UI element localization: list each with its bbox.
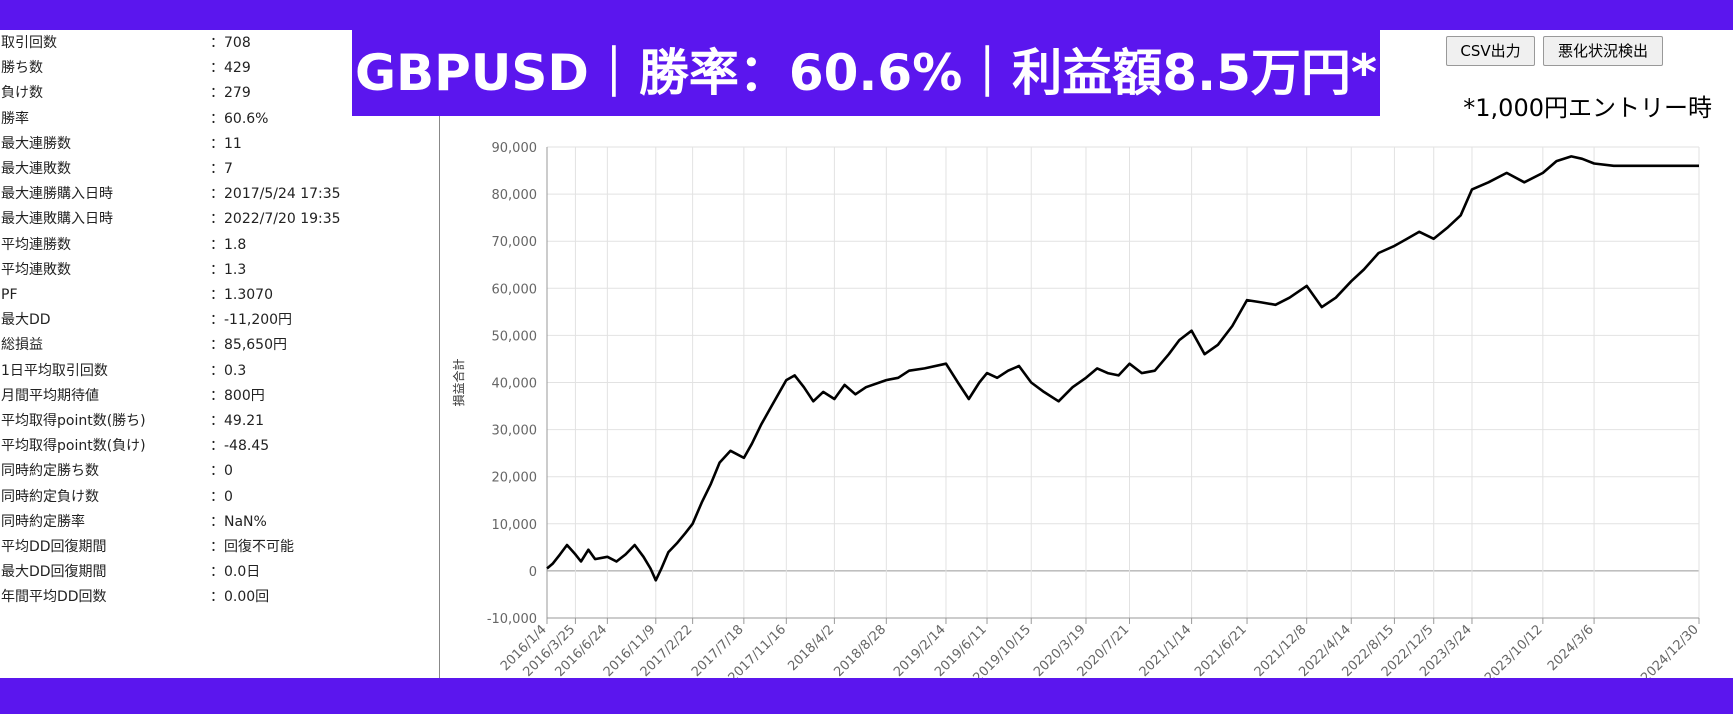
stat-row: PF ：1.3070 [0,284,430,306]
stat-value: ：0.00回 [210,589,270,606]
y-tick-label: 80,000 [492,188,538,203]
stat-row: 同時約定勝率 ：NaN% [0,511,430,533]
stat-value: ：85,650円 [210,337,287,354]
x-tick-label: 2021/6/21 [1192,622,1250,678]
stat-row: 平均連敗数 ：1.3 [0,259,430,281]
stat-row: 同時約定負け数 ：0 [0,486,430,508]
stat-value: ：1.3 [210,261,247,278]
stat-label: 平均取得point数(負け) [1,438,146,455]
stat-value: ：49.21 [210,413,265,429]
stat-label: PF [1,287,18,303]
stat-row: 最大連勝購入日時 ：2017/5/24 17:35 [0,183,430,205]
x-tick-label: 2024/12/30 [1638,622,1702,678]
stat-row: 勝率 ：60.6% [0,108,430,130]
y-tick-label: 30,000 [492,424,538,439]
x-tick-label: 2021/1/14 [1137,622,1195,678]
stat-label: 勝ち数 [1,60,43,77]
csv-export-button[interactable]: CSV出力 [1446,36,1535,66]
title-banner: GBPUSD｜勝率：60.6%｜利益額8.5万円* [352,30,1380,116]
stat-value: ：0.3 [210,362,247,379]
stat-value: ：0 [210,488,233,505]
stat-value: ：1.3070 [210,287,273,303]
stat-label: 年間平均DD回数 [1,589,107,606]
stat-label: 平均連勝数 [1,236,71,253]
stat-value: ：0.0日 [210,564,261,581]
stat-row: 最大DD回復期間 ：0.0日 [0,561,430,583]
stat-value: ：-48.45 [210,438,270,455]
stat-label: 平均取得point数(勝ち) [1,413,146,429]
equity-curve-chart: -10,000 0 10,000 20,000 30,000 40,000 50,000 60… [451,141,1702,678]
equity-line [546,155,1699,582]
stat-value: ：NaN% [210,513,267,530]
stat-row: 最大連敗購入日時 ：2022/7/20 19:35 [0,208,430,230]
y-tick-label: 40,000 [492,377,538,392]
stat-row: 最大DD ：-11,200円 [0,309,430,331]
stat-label: 最大連勝数 [1,135,71,152]
stat-label: 総損益 [1,337,43,354]
statistics-panel: 取引回数 ：708 勝ち数 ：429 負け数 ：279 勝率 ：60.6% 最大連勝数 ：11 最大… [0,30,440,678]
stat-label: 負け数 [1,85,43,102]
report-panel: 取引回数 ：708 勝ち数 ：429 負け数 ：279 勝率 ：60.6% 最大連勝数 ：11 最大… [0,30,1733,678]
stat-label: 同時約定勝ち数 [1,463,99,480]
stat-value: ：800円 [210,387,265,404]
y-tick-label: 10,000 [492,518,538,533]
stat-row: 負け数 ：279 [0,82,430,104]
stat-row: 1日平均取引回数 ：0.3 [0,360,430,382]
stat-value: ：2022/7/20 19:35 [210,211,341,228]
stat-row: 平均DD回復期間 ：回復不可能 [0,536,430,558]
stat-label: 平均DD回復期間 [1,539,107,555]
y-tick-label: 60,000 [492,282,538,297]
stat-label: 月間平均期待値 [1,387,99,404]
stat-value: ：7 [210,161,233,177]
x-tick-label: 2018/8/28 [831,622,889,678]
stat-value: ：0 [210,463,233,480]
stat-label: 勝率 [1,110,29,127]
stat-value: ：回復不可能 [210,539,294,555]
x-tick-label: 2018/4/2 [785,622,837,674]
y-tick-label: 0 [529,565,537,580]
stat-row: 平均取得point数(勝ち) ：49.21 [0,410,430,432]
stat-row: 月間平均期待値 ：800円 [0,385,430,407]
stat-value: ：60.6% [210,110,269,127]
stat-row: 最大連勝数 ：11 [0,133,430,155]
stat-row: 平均連勝数 ：1.8 [0,234,430,256]
x-tick-label: 2023/10/12 [1482,622,1546,678]
stat-value: ：11 [210,135,242,152]
stat-row: 取引回数 ：708 [0,32,430,54]
y-tick-label: -10,000 [487,612,537,627]
stat-value: ：2017/5/24 17:35 [210,186,341,203]
entry-footnote: *1,000円エントリー時 [1463,94,1712,122]
stat-value: ：708 [210,35,251,51]
stat-row: 総損益 ：85,650円 [0,334,430,356]
y-tick-label: 50,000 [492,329,538,344]
y-axis-title: 損益合計 [451,358,466,406]
stat-label: 1日平均取引回数 [1,362,108,379]
stat-value: ：-11,200円 [210,312,293,329]
stat-row: 同時約定勝ち数 ：0 [0,460,430,482]
stat-value: ：1.8 [210,236,247,253]
stat-label: 最大連敗数 [1,161,71,177]
stat-label: 同時約定負け数 [1,488,99,505]
stat-label: 平均連敗数 [1,261,71,278]
stat-label: 最大DD回復期間 [1,564,107,581]
stat-row: 最大連敗数 ：7 [0,158,430,180]
stat-value: ：279 [210,85,251,102]
y-tick-label: 20,000 [492,471,538,486]
stat-label: 最大連勝購入日時 [1,186,113,203]
stat-label: 取引回数 [1,35,57,51]
y-tick-label: 90,000 [492,141,538,156]
stat-label: 同時約定勝率 [1,513,85,530]
deterioration-detect-button[interactable]: 悪化状況検出 [1543,36,1663,66]
stat-row: 平均取得point数(負け) ：-48.45 [0,435,430,457]
stat-value: ：429 [210,60,251,77]
y-tick-label: 70,000 [492,235,538,250]
stat-label: 最大連敗購入日時 [1,211,113,228]
stat-row: 年間平均DD回数 ：0.00回 [0,586,430,608]
x-tick-label: 2024/3/6 [1545,622,1597,674]
stat-row: 勝ち数 ：429 [0,57,430,79]
stat-label: 最大DD [1,312,51,329]
